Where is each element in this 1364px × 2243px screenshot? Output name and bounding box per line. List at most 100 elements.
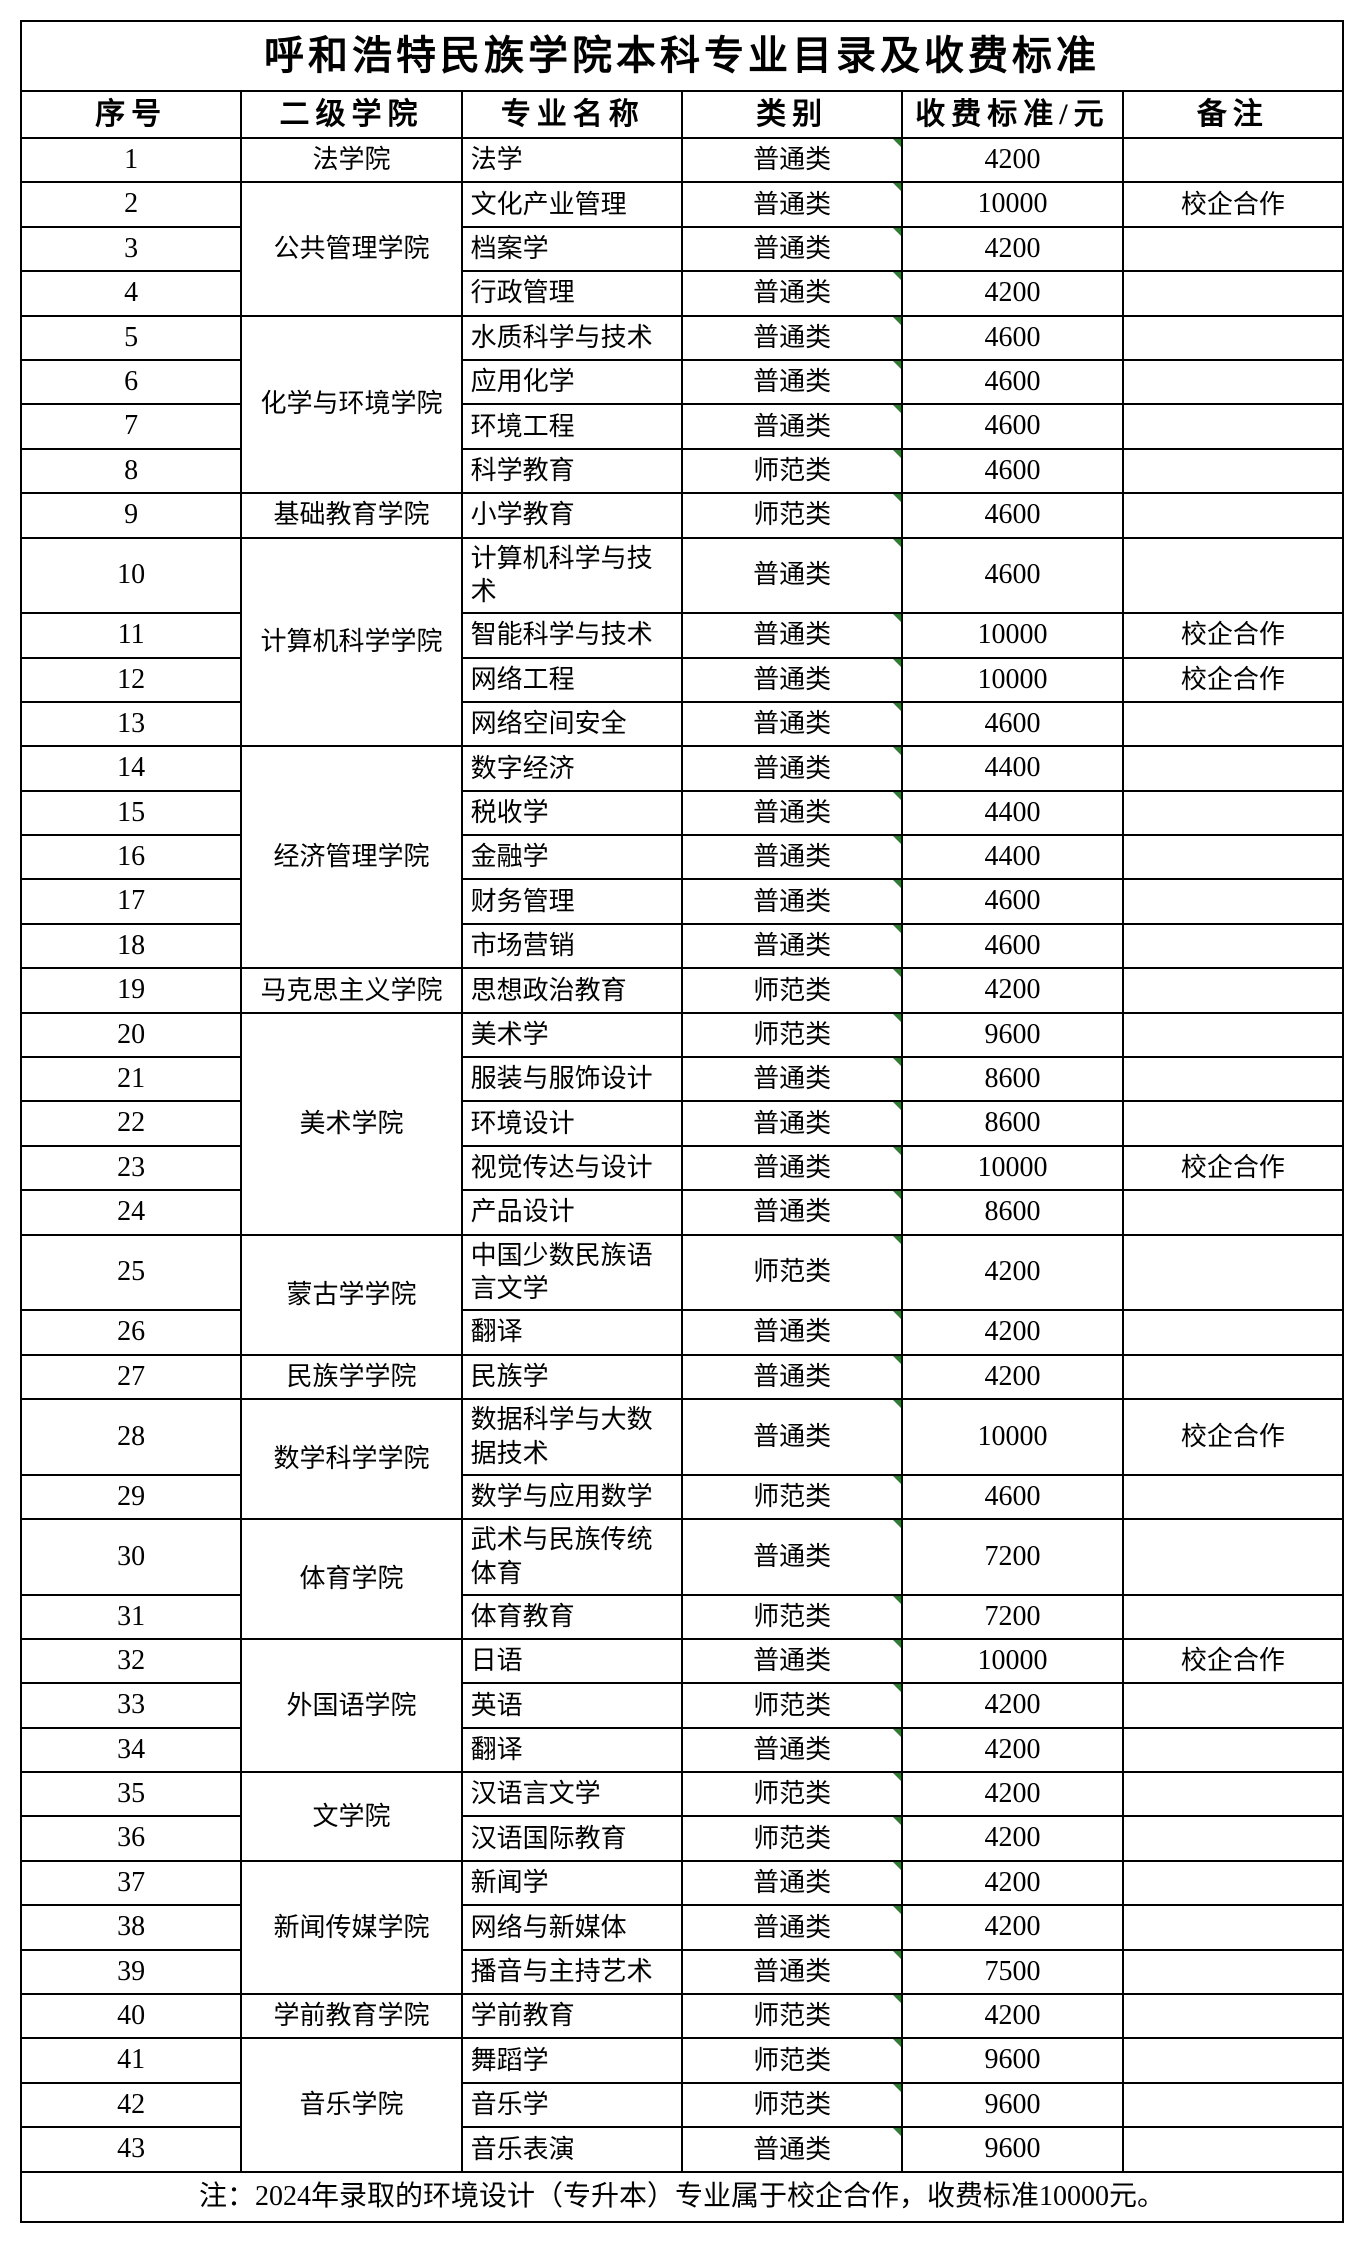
cell-note (1123, 1519, 1343, 1595)
cell-fee: 4200 (902, 227, 1122, 271)
cell-seq: 6 (21, 360, 241, 404)
table-row: 6应用化学普通类4600 (21, 360, 1343, 404)
cell-major: 小学教育 (462, 493, 682, 537)
cell-note (1123, 1595, 1343, 1639)
table-row: 35文学院汉语言文学师范类4200 (21, 1772, 1343, 1816)
cell-note (1123, 968, 1343, 1012)
cell-seq: 43 (21, 2127, 241, 2171)
cell-major: 法学 (462, 138, 682, 182)
cell-category: 普通类 (682, 613, 902, 657)
table-row: 22环境设计普通类8600 (21, 1101, 1343, 1145)
cell-seq: 14 (21, 746, 241, 790)
cell-college: 经济管理学院 (241, 746, 461, 968)
cell-note (1123, 1950, 1343, 1994)
cell-fee: 10000 (902, 1399, 1122, 1475)
cell-seq: 11 (21, 613, 241, 657)
cell-major: 翻译 (462, 1310, 682, 1354)
table-row: 40学前教育学院学前教育师范类4200 (21, 1994, 1343, 2038)
cell-seq: 35 (21, 1772, 241, 1816)
cell-college: 体育学院 (241, 1519, 461, 1639)
cell-major: 水质科学与技术 (462, 316, 682, 360)
table-row: 5化学与环境学院水质科学与技术普通类4600 (21, 316, 1343, 360)
cell-seq: 37 (21, 1861, 241, 1905)
table-row: 31体育教育师范类7200 (21, 1595, 1343, 1639)
cell-major: 数据科学与大数据技术 (462, 1399, 682, 1475)
cell-note (1123, 702, 1343, 746)
cell-note: 校企合作 (1123, 658, 1343, 702)
table-row: 25蒙古学学院中国少数民族语言文学师范类4200 (21, 1235, 1343, 1311)
table-title-row: 呼和浩特民族学院本科专业目录及收费标准 (21, 21, 1343, 91)
table-row: 7环境工程普通类4600 (21, 404, 1343, 448)
cell-college: 基础教育学院 (241, 493, 461, 537)
cell-category: 师范类 (682, 1475, 902, 1519)
table-row: 43音乐表演普通类9600 (21, 2127, 1343, 2171)
cell-fee: 4200 (902, 138, 1122, 182)
tuition-table: 呼和浩特民族学院本科专业目录及收费标准 序号 二级学院 专业名称 类别 收费标准… (20, 20, 1344, 2223)
cell-seq: 12 (21, 658, 241, 702)
cell-category: 普通类 (682, 1950, 902, 1994)
cell-category: 普通类 (682, 791, 902, 835)
cell-category: 普通类 (682, 702, 902, 746)
cell-seq: 18 (21, 924, 241, 968)
cell-fee: 7200 (902, 1519, 1122, 1595)
cell-category: 师范类 (682, 493, 902, 537)
cell-seq: 2 (21, 182, 241, 226)
cell-category: 普通类 (682, 271, 902, 315)
cell-category: 普通类 (682, 227, 902, 271)
table-row: 29数学与应用数学师范类4600 (21, 1475, 1343, 1519)
table-row: 26翻译普通类4200 (21, 1310, 1343, 1354)
cell-note (1123, 1190, 1343, 1234)
cell-major: 市场营销 (462, 924, 682, 968)
cell-note (1123, 1310, 1343, 1354)
table-row: 36汉语国际教育师范类4200 (21, 1816, 1343, 1860)
cell-category: 普通类 (682, 879, 902, 923)
cell-major: 汉语国际教育 (462, 1816, 682, 1860)
cell-fee: 10000 (902, 182, 1122, 226)
cell-fee: 9600 (902, 2038, 1122, 2082)
cell-seq: 19 (21, 968, 241, 1012)
cell-seq: 3 (21, 227, 241, 271)
cell-category: 普通类 (682, 1639, 902, 1683)
cell-note (1123, 138, 1343, 182)
cell-major: 文化产业管理 (462, 182, 682, 226)
table-row: 18市场营销普通类4600 (21, 924, 1343, 968)
cell-major: 财务管理 (462, 879, 682, 923)
cell-seq: 31 (21, 1595, 241, 1639)
cell-category: 师范类 (682, 2038, 902, 2082)
cell-seq: 9 (21, 493, 241, 537)
cell-major: 美术学 (462, 1013, 682, 1057)
cell-note: 校企合作 (1123, 1146, 1343, 1190)
table-body: 1法学院法学普通类42002公共管理学院文化产业管理普通类10000校企合作3档… (21, 138, 1343, 2172)
cell-fee: 4200 (902, 968, 1122, 1012)
cell-major: 数学与应用数学 (462, 1475, 682, 1519)
cell-seq: 20 (21, 1013, 241, 1057)
cell-seq: 4 (21, 271, 241, 315)
cell-note (1123, 1772, 1343, 1816)
cell-seq: 39 (21, 1950, 241, 1994)
cell-note (1123, 1101, 1343, 1145)
cell-category: 师范类 (682, 968, 902, 1012)
cell-note (1123, 1475, 1343, 1519)
cell-note (1123, 1235, 1343, 1311)
cell-major: 产品设计 (462, 1190, 682, 1234)
table-row: 10计算机科学学院计算机科学与技术普通类4600 (21, 538, 1343, 614)
cell-seq: 29 (21, 1475, 241, 1519)
cell-major: 税收学 (462, 791, 682, 835)
cell-seq: 26 (21, 1310, 241, 1354)
cell-category: 普通类 (682, 1355, 902, 1399)
table-row: 9基础教育学院小学教育师范类4600 (21, 493, 1343, 537)
cell-note (1123, 449, 1343, 493)
cell-fee: 4600 (902, 404, 1122, 448)
cell-fee: 4200 (902, 1310, 1122, 1354)
table-row: 11智能科学与技术普通类10000校企合作 (21, 613, 1343, 657)
cell-fee: 4600 (902, 360, 1122, 404)
cell-fee: 9600 (902, 2083, 1122, 2127)
cell-note (1123, 2127, 1343, 2171)
cell-college: 计算机科学学院 (241, 538, 461, 747)
cell-major: 学前教育 (462, 1994, 682, 2038)
cell-fee: 4200 (902, 1861, 1122, 1905)
cell-seq: 5 (21, 316, 241, 360)
cell-major: 民族学 (462, 1355, 682, 1399)
cell-category: 普通类 (682, 924, 902, 968)
table-row: 23视觉传达与设计普通类10000校企合作 (21, 1146, 1343, 1190)
